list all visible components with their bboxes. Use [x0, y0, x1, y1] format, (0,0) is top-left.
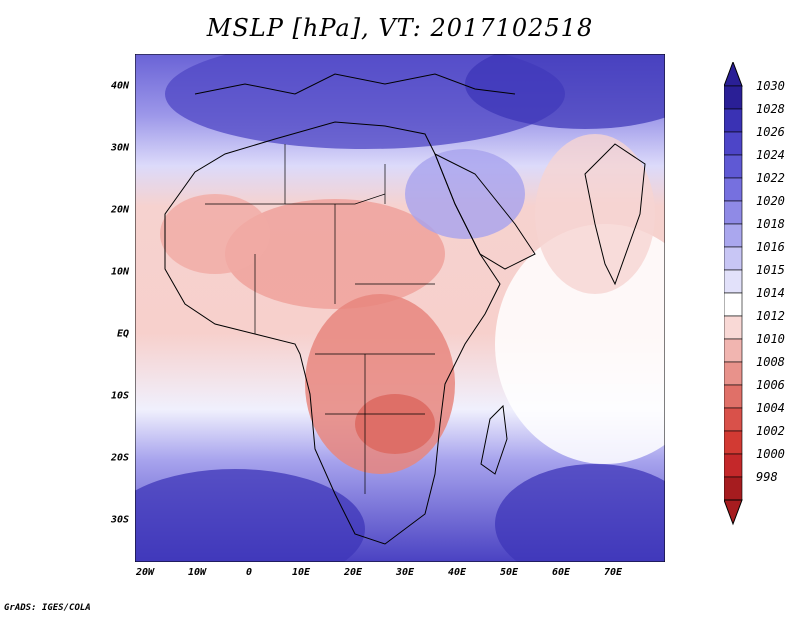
colorbar-swatch: [724, 108, 743, 133]
colorbar-swatch: [724, 131, 743, 156]
lon-label-20e: 20E: [343, 567, 363, 578]
colorbar-label: 1026: [756, 125, 785, 139]
lon-label-10e: 10E: [291, 567, 311, 578]
colorbar-swatch: [724, 453, 743, 478]
colorbar-swatch: [724, 361, 743, 386]
colorbar-swatch: [724, 430, 743, 455]
colorbar-label: 1022: [756, 171, 785, 185]
lat-label-30n: 30N: [110, 142, 129, 154]
colorbar-label: 1030: [756, 79, 785, 93]
lon-label-40e: 40E: [447, 567, 467, 578]
lat-label-20s: 20S: [110, 452, 129, 464]
colorbar-label: 1024: [756, 148, 785, 162]
colorbar-swatch: [724, 177, 743, 202]
map-title: MSLP [hPa], VT: 2017102518: [206, 14, 594, 42]
lat-label-eq: EQ: [116, 328, 129, 340]
colorbar-label: 1018: [756, 217, 785, 231]
lon-label-30e: 30E: [395, 567, 415, 578]
colorbar-swatch: [724, 292, 743, 317]
colorbar-swatch: [724, 384, 743, 409]
colorbar-label: 1008: [756, 355, 785, 369]
colorbar-swatch: [724, 407, 743, 432]
colorbar-swatch: [724, 476, 743, 501]
lat-label-40n: 40N: [110, 80, 129, 92]
lat-label-10s: 10S: [110, 390, 129, 402]
colorbar-swatch: [724, 315, 743, 340]
colorbar-label: 1004: [756, 401, 785, 415]
colorbar-label: 1002: [756, 424, 785, 438]
colorbar-label: 1020: [756, 194, 785, 208]
colorbar-swatch: [724, 200, 743, 225]
colorbar-swatch: [724, 269, 743, 294]
lon-label-50e: 50E: [499, 567, 519, 578]
coastline: [164, 121, 501, 545]
pressure-map: [135, 54, 665, 562]
india-coast: [584, 143, 646, 286]
colorbar-label: 1012: [756, 309, 785, 323]
lon-label-70e: 70E: [603, 567, 623, 578]
lon-label-20w: 20W: [135, 567, 155, 578]
lon-label-60e: 60E: [551, 567, 571, 578]
credit-text: GrADS: IGES/COLA: [4, 603, 91, 613]
colorbar-label: 1016: [756, 240, 785, 254]
madagascar: [480, 404, 508, 475]
colorbar-label: 1014: [756, 286, 785, 300]
colorbar-bottom-arrow: [724, 499, 743, 526]
lat-label-20n: 20N: [110, 204, 129, 216]
lon-label-10w: 10W: [187, 567, 207, 578]
colorbar-swatch: [724, 223, 743, 248]
lon-label-0: 0: [245, 567, 253, 578]
colorbar-label: 998: [756, 470, 778, 484]
colorbar: [724, 62, 743, 526]
colorbar-swatch: [724, 246, 743, 271]
colorbar-label: 1028: [756, 102, 785, 116]
colorbar-label: 1000: [756, 447, 785, 461]
lat-label-30s: 30S: [110, 514, 129, 526]
colorbar-label: 1010: [756, 332, 785, 346]
colorbar-label: 1015: [756, 263, 785, 277]
colorbar-swatch: [724, 338, 743, 363]
colorbar-swatch: [724, 85, 743, 110]
colorbar-swatch: [724, 154, 743, 179]
colorbar-top-arrow: [724, 62, 743, 87]
colorbar-label: 1006: [756, 378, 785, 392]
arabia-coast: [434, 152, 536, 270]
lat-label-10n: 10N: [110, 266, 129, 278]
